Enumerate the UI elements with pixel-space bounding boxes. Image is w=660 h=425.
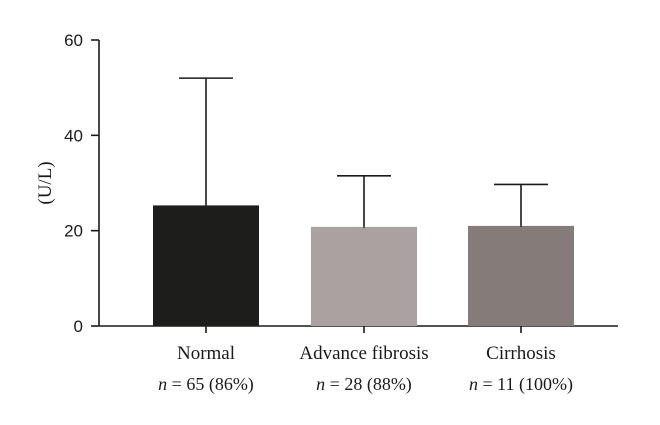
category-label: Advance fibrosis (299, 343, 428, 364)
sample-size-value: = 11 (100%) (478, 374, 573, 395)
y-tick-label: 20 (64, 222, 83, 241)
y-tick-label: 60 (64, 31, 83, 50)
sample-size-symbol: n (158, 374, 167, 394)
y-tick-label: 0 (74, 317, 83, 336)
sample-size-symbol: n (316, 374, 325, 394)
sample-size-label: n = 65 (86%) (158, 374, 254, 395)
sample-size-symbol: n (469, 374, 478, 394)
sample-size-value: = 65 (86%) (167, 374, 254, 395)
sample-size-value: = 28 (88%) (325, 374, 412, 395)
category-label: Cirrhosis (486, 343, 556, 364)
sample-size-label: n = 11 (100%) (469, 374, 573, 395)
bars (153, 77, 574, 326)
y-tick-label: 40 (64, 126, 83, 145)
category-label: Normal (177, 343, 235, 364)
bar-1 (153, 205, 259, 326)
bar-2 (311, 226, 417, 326)
y-axis-title: (U/L) (35, 161, 56, 204)
bar-3 (468, 225, 574, 326)
sample-size-label: n = 28 (88%) (316, 374, 412, 395)
